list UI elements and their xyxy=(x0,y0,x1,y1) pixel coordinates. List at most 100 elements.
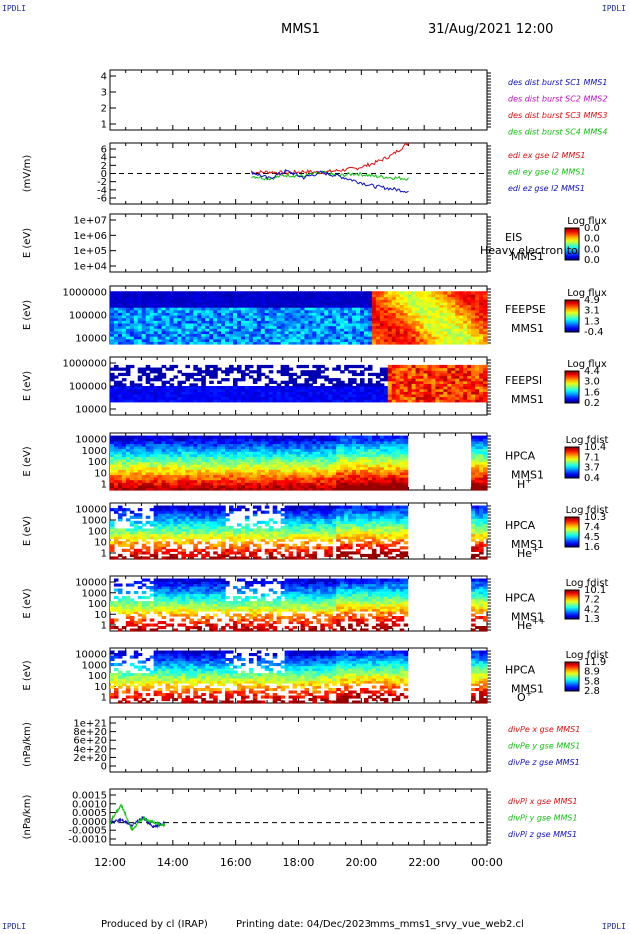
spectrogram-cell xyxy=(169,464,175,468)
spectrogram-cell xyxy=(276,438,282,442)
spectrogram-cell xyxy=(280,299,286,303)
spectrogram-cell xyxy=(415,341,421,345)
spectrogram-cell xyxy=(284,322,290,327)
spectrogram-cell xyxy=(383,378,389,382)
spectrogram-cell xyxy=(177,341,183,345)
spectrogram-cell xyxy=(133,391,139,395)
spectrogram-cell xyxy=(213,375,218,379)
spectrogram-cell xyxy=(419,304,425,308)
spectrogram-cell xyxy=(252,380,258,384)
spectrogram-cell xyxy=(320,440,325,444)
spectrogram-cell xyxy=(399,322,405,327)
spectrogram-cell xyxy=(264,474,270,478)
spectrogram-cell xyxy=(268,453,274,457)
spectrogram-cell xyxy=(217,443,222,447)
spectrogram-cell xyxy=(383,474,389,478)
spectrogram-cell xyxy=(348,378,353,382)
spectrogram-cell xyxy=(483,341,488,345)
spectrogram-cell xyxy=(149,451,155,455)
spectrogram-cell xyxy=(169,328,175,332)
spectrogram-cell xyxy=(288,328,294,332)
spectrogram-cell xyxy=(415,309,421,313)
spectrogram-cell xyxy=(248,435,254,439)
spectrogram-cell xyxy=(173,453,179,457)
spectrogram-cell xyxy=(284,301,290,306)
spectrogram-cell xyxy=(161,445,167,450)
spectrogram-cell xyxy=(455,312,460,316)
spectrogram-cell xyxy=(312,296,317,300)
spectrogram-cell xyxy=(248,471,254,476)
spectrogram-cell xyxy=(360,333,365,337)
spectrogram-cell xyxy=(455,317,460,321)
spectrogram-cell xyxy=(177,396,183,400)
spectrogram-cell xyxy=(153,461,159,465)
spectrogram-cell xyxy=(256,375,262,379)
spectrogram-cell xyxy=(110,322,115,327)
spectrogram-cell xyxy=(145,461,151,465)
spectrogram-cell xyxy=(379,378,385,382)
spectrogram-cell xyxy=(233,333,238,337)
spectrogram-cell xyxy=(161,320,167,324)
spectrogram-cell xyxy=(367,484,373,489)
spectrogram-cell xyxy=(161,482,167,486)
spectrogram-cell xyxy=(256,364,262,369)
spectrogram-cell xyxy=(213,320,218,324)
spectrogram-cell xyxy=(248,474,254,478)
spectrogram-cell xyxy=(459,336,464,340)
spectrogram-cell xyxy=(177,336,183,340)
spectrogram-cell xyxy=(248,451,254,455)
spectrogram-cell xyxy=(383,445,389,450)
spectrogram-cell xyxy=(360,322,365,327)
spectrogram-cell xyxy=(276,440,282,444)
spectrogram-cell xyxy=(189,301,194,306)
spectrogram-cell xyxy=(244,293,250,298)
spectrogram-cell xyxy=(117,471,123,476)
spectrogram-cell xyxy=(217,380,222,384)
spectrogram-cell xyxy=(201,466,206,470)
spectrogram-cell xyxy=(240,461,246,465)
spectrogram-cell xyxy=(383,372,389,377)
spectrogram-cell xyxy=(284,399,290,403)
spectrogram-cell xyxy=(308,464,313,468)
spectrogram-cell xyxy=(435,386,440,390)
spectrogram-cell xyxy=(225,391,230,395)
spectrogram-cell xyxy=(320,474,325,478)
spectrogram-cell xyxy=(439,330,444,335)
spectrogram-cell xyxy=(177,309,183,313)
spectrogram-cell xyxy=(356,309,361,313)
spacecraft-label: MMS1 xyxy=(511,250,544,263)
spectrogram-cell xyxy=(304,487,310,491)
spectrogram-cell xyxy=(177,383,183,387)
spectrogram-cell xyxy=(463,307,468,311)
spectrogram-cell xyxy=(233,383,238,387)
spectrogram-cell xyxy=(201,438,206,442)
spectrogram-cell xyxy=(443,388,448,392)
spectrogram-cell xyxy=(367,304,373,308)
spectrogram-cell xyxy=(240,484,246,489)
spectrogram-cell xyxy=(367,453,373,457)
spectrogram-cell xyxy=(213,386,218,390)
spectrogram-cell xyxy=(439,293,444,298)
spacecraft-label: MMS1 xyxy=(511,322,544,335)
spectrogram-cell xyxy=(268,466,274,470)
spectrogram-cell xyxy=(236,307,242,311)
spectrogram-cell xyxy=(471,396,476,400)
spectrogram-cell xyxy=(336,330,341,335)
spectrogram-cell xyxy=(288,325,294,329)
spectrogram-cell xyxy=(110,309,115,313)
spectrogram-cell xyxy=(125,479,131,483)
spectrogram-cell xyxy=(352,299,357,303)
spectrogram-cell xyxy=(268,479,274,483)
spectrogram-cell xyxy=(316,386,321,390)
spectrogram-cell xyxy=(383,312,389,316)
spectrogram-cell xyxy=(125,386,131,390)
spectrogram-cell xyxy=(471,380,476,384)
spectrogram-cell xyxy=(252,396,258,400)
spectrogram-cell xyxy=(423,293,429,298)
spectrogram-cell xyxy=(427,293,433,298)
spectrogram-cell xyxy=(193,364,198,369)
spectrogram-cell xyxy=(459,378,464,382)
spectrogram-cell xyxy=(137,471,143,476)
spectrogram-cell xyxy=(403,370,409,374)
spectrogram-cell xyxy=(340,336,345,340)
